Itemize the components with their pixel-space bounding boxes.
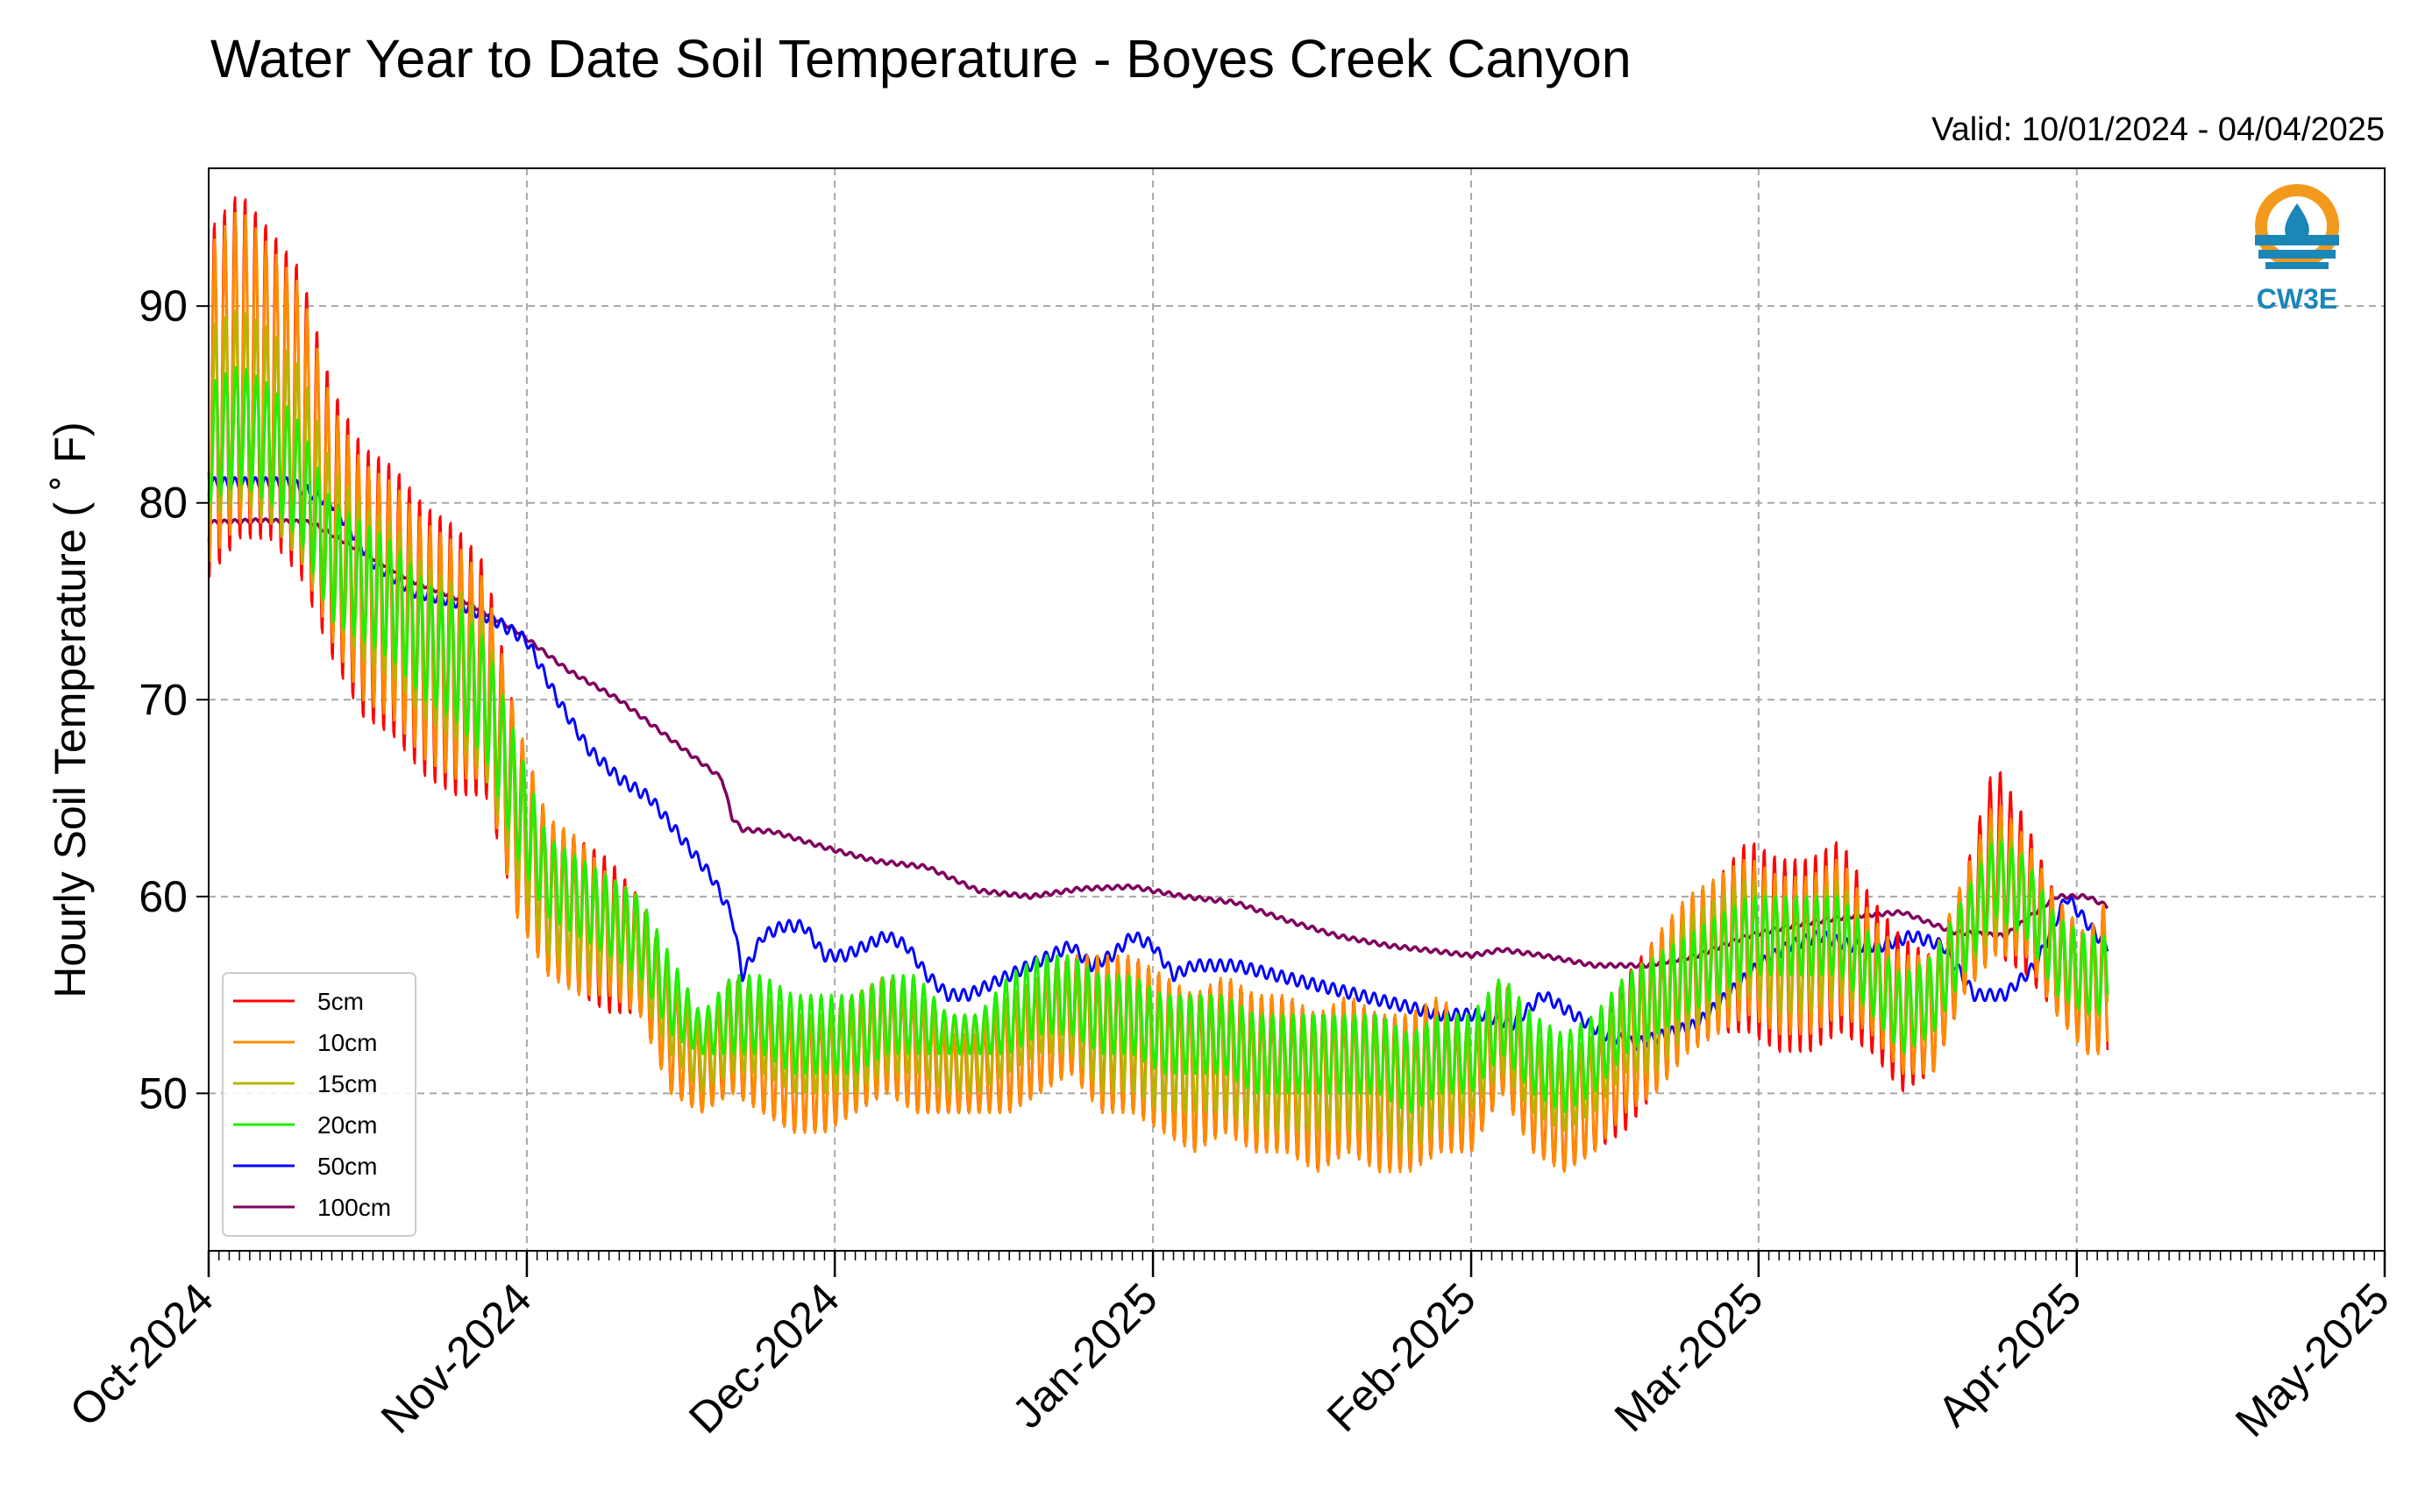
legend-label: 10cm (317, 1029, 377, 1056)
plot-area (207, 167, 2386, 1260)
legend-box (222, 972, 416, 1237)
x-axis: Oct-2024 Nov-2024 Dec-2024 Jan-2025 Feb-2025… (60, 1251, 2399, 1446)
logo-text: CW3E (2257, 283, 2337, 315)
y-tick-label: 50 (139, 1068, 188, 1118)
y-tick-label: 60 (139, 872, 188, 921)
x-tick-label: Feb-2025 (1318, 1274, 1485, 1441)
x-tick-label: Jan-2025 (1003, 1274, 1167, 1437)
x-tick-label: Dec-2024 (679, 1274, 849, 1443)
y-axis-label: Hourly Soil Temperature ( ˚ F) (46, 422, 95, 998)
legend-label: 20cm (317, 1111, 377, 1139)
y-tick-label: 70 (139, 675, 188, 724)
cw3e-logo: CW3E (2255, 184, 2339, 315)
series-line-20cm (207, 366, 2109, 1114)
x-tick-label: Mar-2025 (1605, 1274, 1773, 1441)
series-line-50cm (208, 476, 2109, 1052)
x-tick-label: Oct-2024 (60, 1274, 223, 1436)
x-tick-label: May-2025 (2226, 1274, 2399, 1446)
valid-date-range: Valid: 10/01/2024 - 04/04/2025 (1931, 111, 2385, 148)
legend-label: 50cm (317, 1153, 377, 1180)
y-tick-label: 80 (139, 479, 188, 528)
chart-title: Water Year to Date Soil Temperature - Bo… (210, 29, 1632, 89)
x-tick-label: Nov-2024 (372, 1274, 541, 1443)
legend-label: 5cm (317, 988, 364, 1015)
x-tick-label: Apr-2025 (1928, 1274, 2090, 1436)
y-axis: 50 60 70 80 90 (139, 281, 209, 1118)
legend: 5cm 10cm 15cm 20cm 50cm 100cm (222, 972, 416, 1237)
x-minor-ticks (208, 1251, 2386, 1260)
legend-label: 100cm (317, 1194, 391, 1221)
legend-label: 15cm (317, 1070, 377, 1097)
series-layer (207, 195, 2109, 1174)
y-tick-label: 90 (139, 281, 188, 330)
